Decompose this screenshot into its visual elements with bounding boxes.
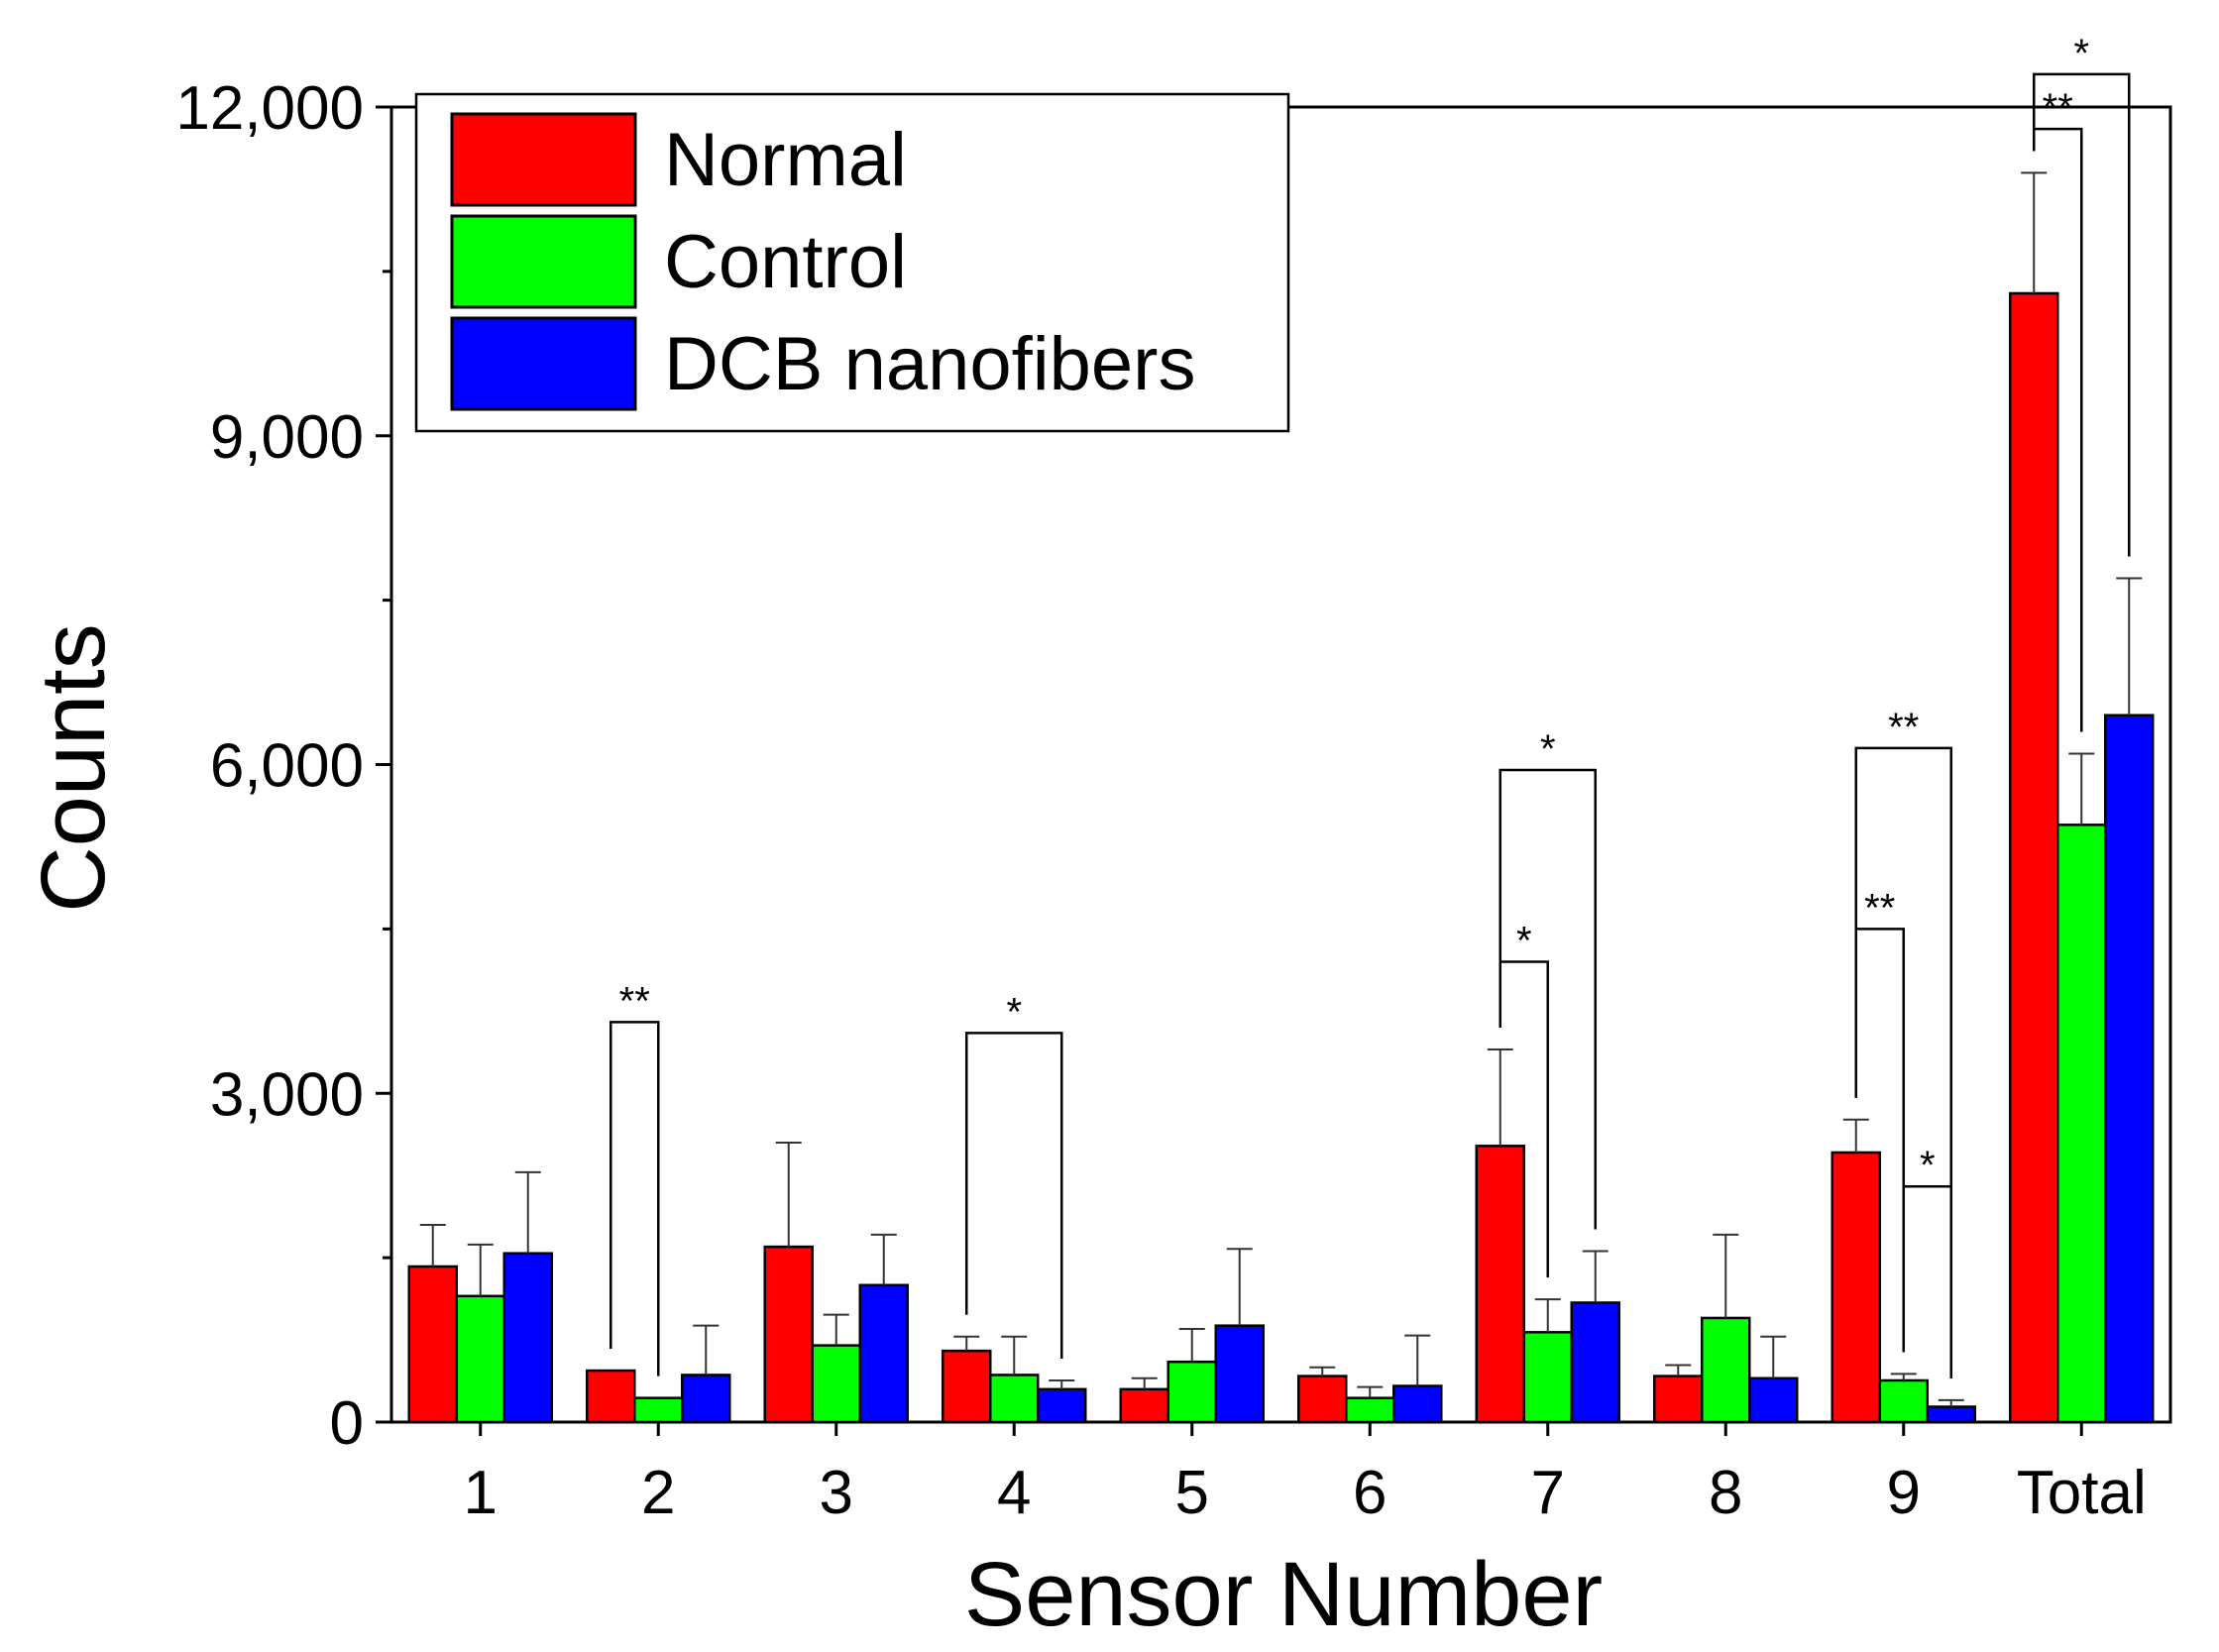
bar [1926, 1405, 1976, 1424]
significance-label: * [2073, 32, 2089, 75]
x-tick-label: 4 [997, 1459, 1031, 1527]
bar [1701, 1316, 1751, 1424]
x-tick-label: 7 [1531, 1459, 1565, 1527]
bar [502, 1252, 553, 1424]
legend-swatch [450, 112, 637, 207]
bar [2104, 714, 2155, 1424]
significance-bracket [1854, 746, 1952, 1378]
significance-label: ** [2043, 86, 2073, 130]
significance-label: * [1540, 727, 1556, 771]
significance-label: ** [619, 979, 650, 1023]
significance-bracket [2033, 72, 2131, 557]
bar [1119, 1387, 1169, 1424]
significance-label: * [1516, 920, 1532, 963]
y-tick-label: 0 [330, 1389, 364, 1458]
bars [407, 291, 2155, 1424]
legend-label: Control [664, 220, 907, 304]
y-tick-label: 12,000 [175, 74, 364, 143]
x-tick-label: 6 [1353, 1459, 1387, 1527]
bar [455, 1294, 505, 1424]
bar [1831, 1151, 1881, 1424]
significance-brackets: ** *********** [610, 32, 2131, 1378]
x-tick-label: 1 [464, 1459, 498, 1527]
axes: 0 3,000 6,000 9,000 12,000 1 2 3 4 5 6 7 8 9 Total [175, 74, 2147, 1527]
bar [1570, 1301, 1620, 1424]
bar [1214, 1324, 1265, 1424]
bar [1037, 1387, 1087, 1424]
x-tick-label: 5 [1175, 1459, 1209, 1527]
bar [633, 1396, 684, 1424]
bar [1878, 1378, 1929, 1424]
legend-label: DCB nanofibers [664, 322, 1196, 406]
bar [2056, 824, 2107, 1424]
x-tick-label: 2 [641, 1459, 675, 1527]
x-tick-label: Total [2017, 1459, 2147, 1527]
bar [586, 1369, 636, 1424]
y-tick-label: 3,000 [210, 1060, 364, 1129]
x-tick-label: 9 [1887, 1459, 1921, 1527]
significance-label: * [1920, 1144, 1936, 1187]
bar [989, 1374, 1040, 1424]
significance-bracket [610, 1021, 660, 1377]
significance-label: ** [1888, 706, 1919, 749]
bar [681, 1374, 731, 1424]
bar [2009, 291, 2059, 1424]
x-axis-title: Sensor Number [964, 1544, 1603, 1645]
x-tick-label: 3 [820, 1459, 853, 1527]
bar [1522, 1331, 1573, 1424]
bar [1475, 1145, 1525, 1424]
bar [1345, 1396, 1395, 1424]
bar [858, 1283, 909, 1424]
significance-label: * [1006, 990, 1022, 1034]
y-tick-label: 9,000 [210, 403, 364, 472]
legend: Normal Control DCB nanofibers [414, 92, 1290, 433]
bar [1297, 1375, 1348, 1424]
legend-label: Normal [664, 118, 907, 202]
y-axis-title: Counts [23, 623, 124, 913]
significance-bracket [1902, 1185, 1952, 1378]
legend-swatch [450, 316, 637, 411]
bar [942, 1349, 992, 1424]
y-tick-label: 6,000 [210, 732, 364, 801]
bar [1653, 1375, 1704, 1424]
bar [1392, 1384, 1443, 1424]
legend-swatch [450, 214, 637, 309]
bar [811, 1344, 861, 1424]
error-bars [419, 171, 2143, 1407]
significance-bracket [1498, 768, 1597, 1230]
bar [763, 1245, 814, 1424]
bar [1166, 1360, 1217, 1424]
bar [407, 1265, 458, 1424]
significance-label: ** [1864, 886, 1895, 930]
significance-bracket [965, 1032, 1063, 1359]
x-tick-label: 8 [1709, 1459, 1742, 1527]
bar [1748, 1377, 1799, 1424]
